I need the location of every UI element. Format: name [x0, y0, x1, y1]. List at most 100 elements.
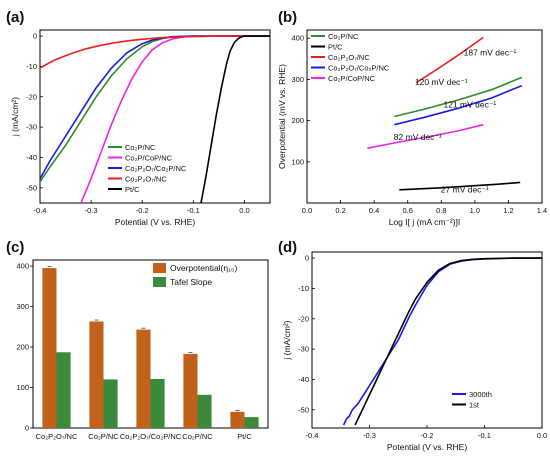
- bar-tafel: [150, 379, 165, 428]
- series-group-b: [367, 36, 523, 191]
- x-tick-label: 1.4: [537, 206, 547, 215]
- panel-a: (a) -0.4 -0.3 -0.2 -0.1 0.0 0 -10 -20 -30 -40 -50 Po…: [6, 9, 271, 227]
- legend-label: Tafel Slope: [170, 277, 212, 287]
- bar-tafel: [244, 417, 259, 428]
- y-tick-label: 100: [16, 383, 29, 392]
- legend-label: Co₂P/NC: [125, 143, 156, 152]
- y-tick-label: -10: [298, 284, 309, 293]
- legend-label: Co₂P₂O₇/NC: [125, 174, 167, 183]
- x-tick-label: 1.0: [470, 206, 480, 215]
- x-tick-label: -0.3: [85, 206, 98, 215]
- series-line-d-0: [342, 257, 542, 426]
- bar-overpotential: [230, 411, 245, 428]
- y-tick-label: 0: [25, 424, 29, 433]
- slope-annotation: 187 mV dec⁻¹: [464, 48, 517, 58]
- y-tick-label: 300: [16, 302, 29, 311]
- x-tick-label: -0.1: [187, 206, 200, 215]
- legend-label: Co₂P/NC: [328, 32, 359, 41]
- y-tick-label: 200: [291, 116, 304, 125]
- bar-tafel: [103, 379, 118, 428]
- y-tick-label: -10: [26, 62, 37, 71]
- y-axis-label-b: Overpotential (mV vs. RHE): [277, 64, 287, 169]
- bar-tafel: [56, 352, 71, 428]
- panel-label-d: (d): [278, 239, 297, 256]
- y-tick-label: -30: [26, 123, 37, 132]
- y-tick-label: -50: [298, 405, 309, 414]
- series-line-b-0: [394, 76, 523, 118]
- x-tick-label: -0.4: [34, 206, 47, 215]
- y-tick-label: 400: [291, 34, 304, 43]
- y-tick-label: -30: [298, 345, 309, 354]
- x-axis-label-d: Potential (V vs. RHE): [387, 442, 467, 452]
- y-tick-label: 0: [305, 254, 309, 263]
- plot-frame-a: [39, 29, 271, 204]
- y-tick-label: 300: [291, 75, 304, 84]
- x-axis-label-a: Potential (V vs. RHE): [115, 217, 195, 227]
- x-tick-label: -0.2: [421, 431, 434, 440]
- x-tick-label: 0.6: [402, 206, 412, 215]
- bar-overpotential: [89, 321, 104, 428]
- x-tick-label: 0.0: [537, 431, 547, 440]
- slope-annotation: 82 mV dec⁻¹: [394, 132, 442, 142]
- y-tick-label: -40: [26, 153, 37, 162]
- panel-label-b: (b): [278, 9, 297, 26]
- legend-swatch: [153, 263, 166, 273]
- legend-label: Co₂P₂O₇/Co₂P/NC: [125, 164, 187, 173]
- bar-overpotential: [42, 268, 57, 428]
- panel-label-c: (c): [6, 239, 24, 256]
- x-tick-label: -0.1: [478, 431, 491, 440]
- y-axis-label-d: j (mA/cm²): [282, 320, 292, 360]
- panel-b: (b) 0.0 0.2 0.4 0.6 0.8 1.0 1.2 1.4 100 200 300 400 L…: [277, 9, 547, 227]
- panel-label-a: (a): [6, 9, 24, 26]
- legend-label: Co₂P₂O₇/NC: [328, 53, 370, 62]
- category-label: Co₂P/NC: [88, 432, 119, 441]
- plot-frame-d: [311, 251, 543, 429]
- panel-c: (c) 0 100 200 300 400 Co₂P₂O₇/NC Co₂P/NC Co₂P₂O₇…: [6, 239, 269, 441]
- series-line-b-2: [415, 36, 484, 84]
- x-tick-label: -0.2: [136, 206, 149, 215]
- x-axis-label-b: Log I[ j (mA cm⁻²)]I: [389, 217, 461, 227]
- legend-label: Co₂P/CoP/NC: [328, 74, 376, 83]
- series-line-a-4: [200, 35, 270, 203]
- x-tick-label: 0.0: [302, 206, 312, 215]
- y-tick-label: 400: [16, 262, 29, 271]
- series-line-a-3: [40, 35, 270, 69]
- y-tick-label: -40: [298, 375, 309, 384]
- legend-label: 1st: [469, 400, 480, 409]
- series-line-d-1: [354, 257, 542, 426]
- x-tick-label: 0.2: [335, 206, 345, 215]
- series-line-b-3: [394, 84, 523, 126]
- bar-tafel: [197, 394, 212, 428]
- panel-d: (d) -0.4 -0.3 -0.2 -0.1 0.0 0 -10 -20 -30 -40 -50 Po…: [278, 239, 547, 452]
- legend-label: 3000th: [469, 390, 492, 399]
- x-tick-label: 0.4: [369, 206, 379, 215]
- category-label: Co₂P₂O₇/Co₂P/NC: [120, 432, 182, 441]
- x-tick-label: -0.4: [306, 431, 319, 440]
- slope-annotation: 27 mV dec⁻¹: [441, 185, 489, 195]
- y-tick-label: 200: [16, 343, 29, 352]
- y-tick-label: 0: [33, 32, 37, 41]
- series-group-a: [40, 35, 270, 203]
- legend-label: Co₂P₂O₇/Co₂P/NC: [328, 63, 390, 72]
- bar-overpotential: [183, 353, 198, 428]
- legend-swatch: [153, 277, 166, 287]
- series-line-b-4: [367, 123, 484, 149]
- series-group-d: [342, 257, 542, 426]
- y-axis-label-a: j (mA/cm²): [10, 97, 20, 137]
- slope-annotation: 121 mV dec⁻¹: [443, 99, 496, 109]
- legend-c: Overpotential(η₁₀) Tafel Slope: [153, 263, 238, 287]
- y-tick-label: -20: [26, 92, 37, 101]
- bar-overpotential: [136, 329, 151, 428]
- category-label: Co₂P₂O₇/NC: [36, 432, 78, 441]
- category-label: Pt/C: [237, 432, 252, 441]
- y-tick-label: -50: [26, 183, 37, 192]
- legend-label: Pt/C: [125, 185, 140, 194]
- legend-label: Overpotential(η₁₀): [170, 263, 238, 273]
- x-tick-label: -0.3: [363, 431, 376, 440]
- y-tick-label: -20: [298, 314, 309, 323]
- legend-label: Co₂P/CoP/NC: [125, 153, 173, 162]
- slope-annotation: 120 mV dec⁻¹: [415, 77, 468, 87]
